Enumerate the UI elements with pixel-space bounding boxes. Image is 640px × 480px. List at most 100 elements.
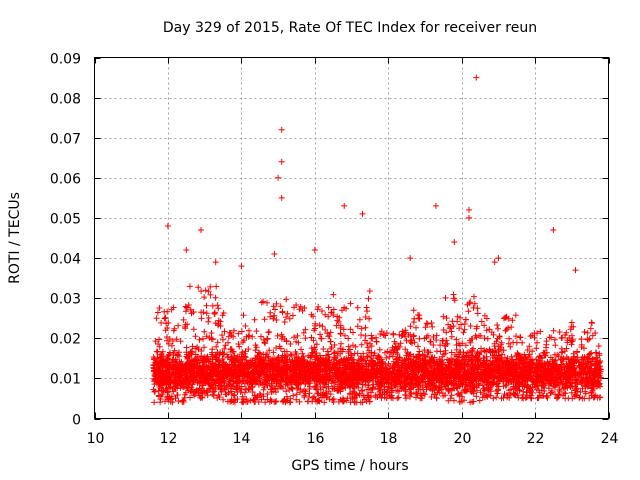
data-point [192, 355, 199, 362]
data-point [163, 368, 170, 374]
data-point [196, 378, 203, 385]
data-point [187, 394, 193, 401]
data-point [233, 385, 240, 392]
data-point [186, 283, 193, 290]
data-point [252, 366, 259, 373]
data-point [188, 360, 195, 367]
data-point [210, 370, 217, 377]
data-point [235, 341, 242, 347]
data-point [185, 376, 192, 383]
data-point [164, 325, 171, 331]
data-point [238, 386, 245, 393]
data-point [264, 335, 270, 342]
data-point [190, 309, 197, 315]
data-point [243, 364, 250, 371]
data-point [191, 376, 198, 383]
data-point [154, 371, 161, 378]
data-point [264, 391, 271, 397]
data-point [283, 388, 289, 395]
data-point [165, 340, 172, 347]
data-point [184, 355, 191, 362]
data-point [241, 389, 248, 396]
data-point [234, 389, 241, 396]
data-point [234, 396, 241, 402]
data-point [230, 392, 237, 399]
data-point [226, 376, 233, 383]
data-point [216, 394, 223, 400]
data-point [241, 360, 248, 367]
data-point [201, 328, 208, 335]
data-point [249, 383, 256, 390]
data-point [216, 384, 223, 390]
data-point [187, 372, 194, 379]
data-point [176, 353, 183, 359]
data-point [153, 315, 160, 322]
data-point [203, 302, 210, 309]
data-point [279, 309, 286, 316]
data-point [260, 298, 267, 305]
data-point [201, 344, 207, 351]
data-point [163, 379, 170, 386]
data-point [281, 368, 288, 375]
data-point [245, 333, 252, 340]
data-point [201, 364, 207, 371]
data-point [199, 382, 206, 389]
data-point [215, 317, 222, 324]
data-point [189, 386, 196, 393]
data-point [159, 377, 166, 384]
data-point [172, 365, 179, 372]
data-point [175, 322, 182, 329]
data-point [206, 358, 213, 365]
data-point [169, 399, 176, 406]
data-point [213, 343, 220, 350]
data-point [246, 332, 253, 339]
data-point [253, 344, 260, 351]
data-point [195, 387, 202, 394]
data-point [207, 386, 214, 392]
data-point [207, 291, 214, 298]
data-point [252, 398, 259, 405]
data-point [287, 341, 294, 347]
data-point [273, 345, 280, 351]
data-point [190, 326, 197, 333]
data-point [235, 372, 242, 379]
data-point [196, 336, 203, 343]
data-point [229, 377, 236, 384]
data-point [251, 316, 258, 323]
data-point [274, 332, 281, 339]
data-point [236, 343, 243, 350]
data-point [170, 352, 177, 358]
data-point [273, 317, 280, 323]
data-point [289, 312, 296, 319]
data-point [214, 339, 221, 346]
data-point [187, 360, 194, 367]
data-point [286, 315, 293, 322]
data-point [205, 288, 212, 295]
data-point [159, 391, 166, 398]
data-point [175, 380, 182, 387]
data-point [174, 392, 181, 398]
data-point [195, 369, 201, 376]
data-point [283, 296, 290, 303]
data-point [230, 333, 237, 340]
data-point [225, 339, 231, 346]
data-point [257, 392, 264, 398]
data-point [221, 382, 228, 389]
data-point [220, 396, 227, 403]
data-point [215, 322, 221, 329]
data-point [256, 390, 263, 397]
data-point [231, 399, 238, 406]
data-point [283, 364, 290, 371]
data-point [236, 359, 242, 366]
data-point [208, 335, 215, 342]
data-point [163, 320, 170, 327]
data-point [228, 349, 234, 355]
data-point [252, 347, 259, 354]
data-point [235, 330, 242, 337]
data-point [162, 314, 169, 321]
data-point [270, 315, 277, 322]
data-point [219, 332, 226, 339]
data-point [211, 377, 218, 384]
data-point [245, 346, 252, 353]
